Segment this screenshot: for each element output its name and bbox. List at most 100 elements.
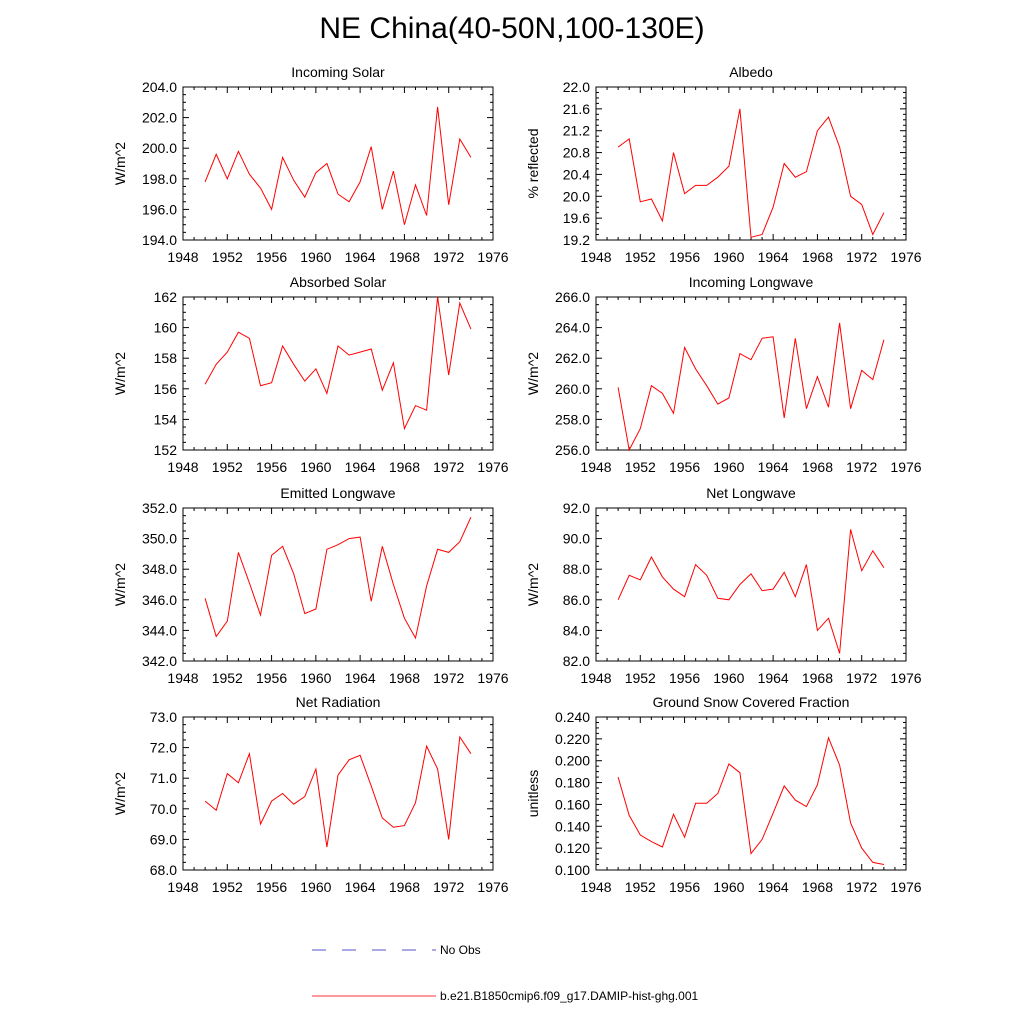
y-tick-label: 156 — [154, 381, 178, 397]
y-axis-label: % reflected — [525, 128, 541, 198]
plot-frame — [182, 86, 494, 241]
series-line — [204, 106, 472, 225]
y-tick-label: 82.0 — [563, 653, 590, 669]
y-tick-label: 264.0 — [555, 320, 590, 336]
y-tick-label: 21.6 — [563, 101, 590, 117]
panel-title: Emitted Longwave — [280, 485, 395, 501]
x-tick-label: 1956 — [669, 670, 700, 686]
legend-swatch-model-run — [312, 995, 436, 997]
x-tick-label: 1964 — [758, 459, 789, 475]
x-tick-label: 1956 — [256, 670, 287, 686]
x-tick-label: 1968 — [389, 249, 420, 265]
x-tick-label: 1976 — [477, 249, 508, 265]
y-tick-label: 200.0 — [142, 140, 177, 156]
y-tick-label: 88.0 — [563, 561, 590, 577]
y-tick-label: 346.0 — [142, 592, 177, 608]
x-tick-label: 1948 — [580, 249, 611, 265]
x-tick-label: 1952 — [625, 879, 656, 895]
x-tick-label: 1952 — [212, 879, 243, 895]
y-axis-label: W/m^2 — [112, 352, 128, 395]
y-tick-label: 352.0 — [142, 500, 177, 516]
y-tick-label: 69.0 — [150, 831, 177, 847]
y-tick-label: 0.100 — [555, 862, 590, 878]
panel-emitted-longwave: 1948 1952 1956 1960 1964 1968 1972 1976 342.0 344… — [112, 485, 509, 686]
y-tick-label: 0.160 — [555, 796, 590, 812]
y-tick-label: 266.0 — [555, 289, 590, 305]
x-tick-label: 1952 — [625, 249, 656, 265]
series-line — [204, 735, 472, 848]
panel-title: Absorbed Solar — [290, 274, 387, 290]
plot-frame — [182, 507, 494, 662]
x-tick-label: 1948 — [167, 249, 198, 265]
series-line — [617, 322, 885, 452]
y-tick-label: 70.0 — [150, 801, 177, 817]
panel-incoming-solar: 1948 1952 1956 1960 1964 1968 1972 1976 194.0 196… — [112, 64, 509, 265]
x-tick-label: 1976 — [477, 670, 508, 686]
x-tick-label: 1968 — [389, 670, 420, 686]
x-tick-label: 1972 — [846, 459, 877, 475]
y-tick-label: 152 — [154, 442, 178, 458]
x-tick-label: 1972 — [433, 459, 464, 475]
plot-frame — [182, 716, 494, 871]
y-tick-label: 72.0 — [150, 740, 177, 756]
x-tick-label: 1964 — [345, 670, 376, 686]
series-line — [617, 108, 885, 238]
y-tick-label: 71.0 — [150, 770, 177, 786]
y-tick-label: 348.0 — [142, 561, 177, 577]
x-tick-label: 1956 — [669, 249, 700, 265]
y-tick-label: 260.0 — [555, 381, 590, 397]
y-axis-label: W/m^2 — [112, 772, 128, 815]
y-tick-label: 0.220 — [555, 731, 590, 747]
y-tick-label: 0.140 — [555, 818, 590, 834]
y-tick-label: 0.240 — [555, 709, 590, 725]
y-tick-label: 256.0 — [555, 442, 590, 458]
x-tick-label: 1972 — [433, 670, 464, 686]
panel-absorbed-solar: 1948 1952 1956 1960 1964 1968 1972 1976 152 154 15… — [112, 274, 509, 475]
legend-label-no-obs: No Obs — [440, 943, 481, 957]
panel-title: Net Radiation — [296, 694, 381, 710]
y-tick-label: 20.8 — [563, 145, 590, 161]
legend-label-model-run: b.e21.B1850cmip6.f09_g17.DAMIP-hist-ghg.… — [440, 989, 699, 1003]
y-tick-label: 68.0 — [150, 862, 177, 878]
panel-title: Albedo — [729, 64, 773, 80]
plot-frame — [595, 716, 907, 871]
y-tick-label: 20.4 — [563, 166, 590, 182]
series-line — [617, 736, 884, 865]
x-tick-label: 1968 — [389, 879, 420, 895]
y-tick-label: 0.120 — [555, 840, 590, 856]
x-tick-label: 1960 — [300, 459, 331, 475]
x-tick-label: 1960 — [300, 670, 331, 686]
y-tick-label: 198.0 — [142, 171, 177, 187]
panel-albedo: 1948 1952 1956 1960 1964 1968 1972 1976 19.2 19.6… — [525, 64, 922, 265]
x-tick-label: 1960 — [300, 879, 331, 895]
y-tick-label: 202.0 — [142, 110, 177, 126]
y-tick-label: 19.6 — [563, 210, 590, 226]
y-tick-label: 90.0 — [563, 531, 590, 547]
x-tick-label: 1956 — [669, 879, 700, 895]
x-tick-label: 1976 — [477, 459, 508, 475]
plot-frame — [595, 86, 907, 241]
panel-net-longwave: 1948 1952 1956 1960 1964 1968 1972 1976 82.0 84.0… — [525, 485, 922, 686]
x-tick-label: 1972 — [846, 670, 877, 686]
panel-title: Net Longwave — [706, 485, 796, 501]
y-tick-label: 86.0 — [563, 592, 590, 608]
y-tick-label: 84.0 — [563, 622, 590, 638]
x-tick-label: 1964 — [345, 879, 376, 895]
y-tick-label: 194.0 — [142, 232, 177, 248]
y-tick-label: 154 — [154, 411, 178, 427]
x-tick-label: 1948 — [580, 459, 611, 475]
x-tick-label: 1956 — [256, 459, 287, 475]
x-tick-label: 1956 — [256, 879, 287, 895]
x-tick-label: 1956 — [256, 249, 287, 265]
y-tick-label: 262.0 — [555, 350, 590, 366]
y-tick-label: 92.0 — [563, 500, 590, 516]
panel-ground-snow-covered-fraction: 1948 1952 1956 1960 1964 1968 1972 1976 0.100 0.1… — [525, 694, 922, 895]
plot-frame — [595, 296, 907, 451]
y-tick-label: 0.180 — [555, 775, 590, 791]
series-line — [204, 296, 472, 431]
panel-incoming-longwave: 1948 1952 1956 1960 1964 1968 1972 1976 256.0 258… — [525, 274, 922, 475]
x-tick-label: 1960 — [713, 879, 744, 895]
legend-swatch-no-obs — [312, 949, 436, 951]
x-tick-label: 1960 — [300, 249, 331, 265]
y-tick-label: 342.0 — [142, 653, 177, 669]
